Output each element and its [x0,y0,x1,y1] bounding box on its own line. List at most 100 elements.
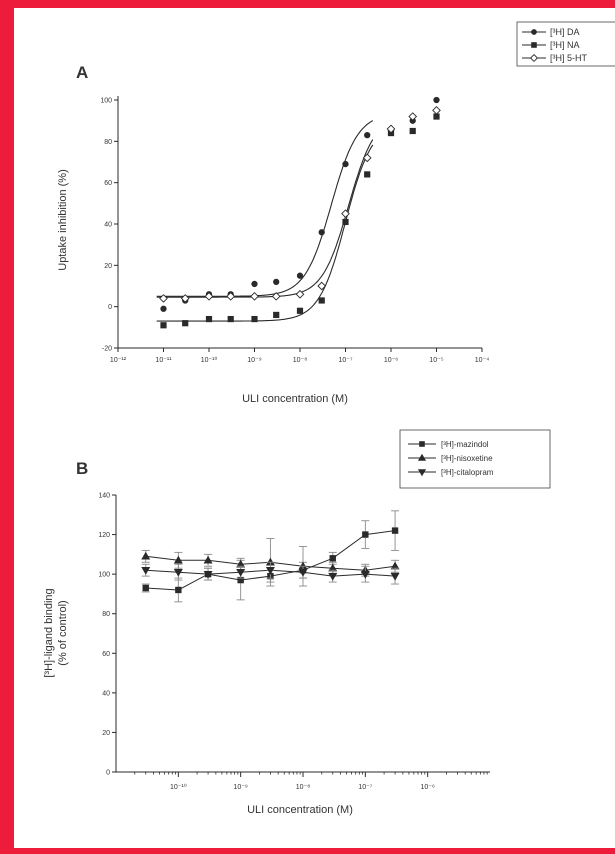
panel-b-point-h-nisoxetine [141,551,151,560]
panel-b-point-h-nisoxetine [203,555,213,564]
panel-a-point-h-5-ht [408,112,418,121]
panel-b-xlabel: ULI concentration (M) [247,804,353,816]
panel-b-point-h-citalopram [173,568,183,577]
panel-b-y-tick-label: 140 [98,493,110,500]
panel-a-point-h-5-ht [204,291,214,301]
panel-b-point-h-mazindol [391,527,399,534]
panel-b-points [141,510,400,603]
panel-a-point-h-da [433,96,440,104]
panel-a-point-h-na [182,320,189,327]
panel-a-x-tick-label: 10⁻⁸ [293,357,307,364]
panel-a-point-h-5-ht [180,294,190,303]
panel-a-y-tick-label: 100 [100,98,112,105]
panel-a-fit-h-da [156,120,374,297]
panel-b-y-tick-label: 0 [106,770,110,777]
panel-a-points [159,96,441,329]
panel-a-point-h-na [364,171,371,178]
panel-a-xlabel: ULI concentration (M) [242,393,348,405]
panel-a-x-tick-label: 10⁻⁵ [429,357,443,364]
panel-a-point-h-na [251,315,258,323]
panel-a-point-h-da [160,305,167,312]
panel-b-ylabel-line1: [³H]-ligand binding [43,588,55,677]
panel-a-legend-label: [³H] 5-HT [550,53,588,63]
panel-a-point-h-da [342,160,349,168]
panel-b-legend: [³H]-mazindol [³H]-nisoxetine [³H]-citalop… [399,429,551,489]
panel-b-point-h-citalopram [328,572,338,581]
panel-b-point-h-mazindol [142,584,149,592]
panel-a-x-tick-label: 10⁻¹² [110,357,127,364]
panel-a-point-h-da [364,131,371,139]
panel-a-y-tick-label: -20 [102,346,112,353]
panel-b-legend-marker [417,453,427,461]
panel-a-legend-marker [531,29,537,35]
panel-a-legend-label: [³H] DA [550,27,580,37]
panel-b-legend-marker [419,441,425,447]
panel-b-ylabel-line2: (% of control) [57,600,69,665]
panel-a-point-h-da [251,280,258,288]
panel-b-point-h-citalopram [265,566,275,575]
panel-b: B 0 20 40 60 80 100 120 140 10⁻¹⁰ 10⁻⁹ 10⁻⁸ 10⁻⁷ 10⁻… [43,429,551,816]
left-red-border [0,0,14,854]
panel-a-point-h-na [342,218,349,226]
panel-a-axes: -20 0 20 40 60 80 100 10⁻¹² 10⁻¹¹ 10⁻¹⁰ 10⁻⁹ 10⁻⁸ 10… [100,96,489,364]
panel-b-point-h-citalopram [203,570,213,579]
panel-b-x-tick-label: 10⁻⁹ [233,784,247,791]
panel-b-y-tick-label: 80 [102,611,110,618]
panel-a-fit-h-na [156,144,374,322]
panel-a-x-tick-label: 10⁻¹⁰ [201,356,218,364]
panel-a-x-tick-label: 10⁻⁴ [475,357,490,364]
panel-b-x-tick-label: 10⁻¹⁰ [170,783,187,791]
panel-b-x-tick-label: 10⁻⁶ [420,784,434,791]
bottom-red-border [0,848,615,854]
panel-a-y-tick-label: 0 [108,304,112,311]
panel-b-legend-label: [³H]-citalopram [441,468,494,477]
panel-b-point-h-citalopram [141,566,151,575]
panel-a-legend-label: [³H] NA [550,40,580,50]
panel-a-y-tick-label: 80 [104,139,112,146]
panel-a-point-h-na [227,315,234,323]
panel-b-legend-marker [417,469,427,477]
panel-a-point-h-na [296,307,304,314]
panel-b-y-tick-label: 20 [102,730,110,737]
panel-a-legend: [³H] DA [³H] NA [³H] 5-HT [516,21,615,67]
panel-a-x-tick-label: 10⁻⁶ [384,357,398,364]
panel-a-fit-h-5-ht [156,139,374,298]
panel-a-point-h-na [160,322,167,329]
panel-a-point-h-5-ht [317,281,327,291]
panel-a-point-h-5-ht [432,105,441,115]
top-red-border [0,0,615,8]
panel-b-point-h-citalopram [390,572,400,581]
panel-b-y-tick-label: 40 [102,690,110,697]
panel-a-point-h-da [296,272,304,279]
panel-b-point-h-citalopram [236,568,246,577]
panel-b-legend-label: [³H]-nisoxetine [441,454,493,463]
panel-a-point-h-5-ht [295,289,305,299]
panel-b-axes: 0 20 40 60 80 100 120 140 10⁻¹⁰ 10⁻⁹ 10⁻⁸ 10⁻⁷ 10⁻⁶ [98,493,490,791]
panel-b-y-tick-label: 120 [98,532,110,539]
panel-a-point-h-5-ht [341,209,350,219]
panel-a-point-h-5-ht [362,153,372,163]
panel-a-point-h-na [205,315,213,323]
panel-b-point-h-citalopram [360,570,370,579]
panel-a-x-tick-label: 10⁻¹¹ [155,357,172,364]
panel-b-letter: B [76,459,88,478]
panel-a-x-tick-label: 10⁻⁷ [338,357,352,364]
panel-a-y-tick-label: 40 [104,222,112,229]
panel-a-point-h-5-ht [226,291,236,301]
panel-b-point-h-mazindol [329,555,336,562]
panel-a-legend-marker [531,42,537,48]
panel-a-point-h-5-ht [250,291,259,301]
panel-b-point-h-mazindol [362,531,369,538]
panel-b-x-tick-label: 10⁻⁷ [358,784,372,791]
panel-a-point-h-5-ht [271,291,281,301]
panel-a-y-tick-label: 20 [104,263,112,270]
panel-a-legend-marker [529,53,539,63]
panel-a-y-tick-label: 60 [104,180,112,187]
panel-b-legend-label: [³H]-mazindol [441,440,489,449]
panel-a: A -20 0 20 40 60 80 100 10⁻¹² 10⁻¹¹ 10⁻¹⁰ 10⁻⁹ 10⁻⁸… [57,21,615,405]
panel-a-ylabel: Uptake inhibition (%) [57,169,69,271]
panel-a-point-h-5-ht [386,124,396,134]
panel-a-point-h-na [318,297,325,304]
panel-a-x-tick-label: 10⁻⁹ [247,357,261,364]
